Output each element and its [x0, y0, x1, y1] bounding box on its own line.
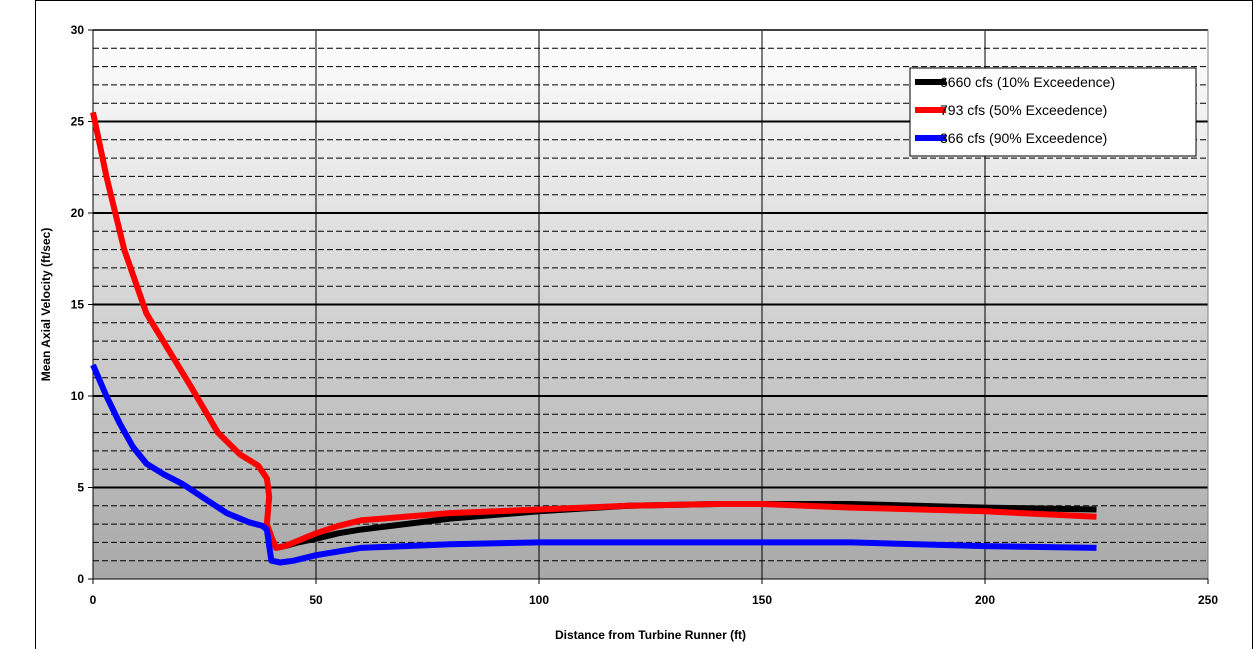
y-tick-label: 15 [71, 298, 85, 312]
series [90, 111, 1097, 566]
y-tick-label: 5 [77, 481, 84, 495]
y-tick-label: 10 [71, 389, 85, 403]
legend-entry-label: 6660 cfs (10% Exceedence) [940, 74, 1115, 90]
legend-box [909, 67, 1197, 157]
legend-entry-label: 793 cfs (50% Exceedence) [940, 102, 1107, 118]
grid [92, 29, 1209, 580]
x-tick-label: 200 [975, 593, 995, 607]
legend-entry-label: 366 cfs (90% Exceedence) [940, 130, 1107, 146]
legend: 6660 cfs (10% Exceedence) 793 cfs (50% Ex… [909, 67, 1197, 157]
y-tick-label: 0 [77, 572, 84, 586]
y-tick-label: 30 [71, 23, 85, 37]
x-tick-label: 0 [90, 593, 97, 607]
series-line-3 [90, 363, 1097, 566]
x-tick-label: 150 [752, 593, 772, 607]
y-tick-label: 20 [71, 206, 85, 220]
x-tick-label: 100 [529, 593, 549, 607]
x-tick-label: 50 [309, 593, 323, 607]
y-axis-title: Mean Axial Velocity (ft/sec) [39, 228, 53, 382]
x-axis-title: Distance from Turbine Runner (ft) [555, 628, 746, 642]
series-line-2 [90, 111, 1097, 551]
x-tick-label: 250 [1198, 593, 1218, 607]
y-tick-label: 25 [71, 115, 85, 129]
